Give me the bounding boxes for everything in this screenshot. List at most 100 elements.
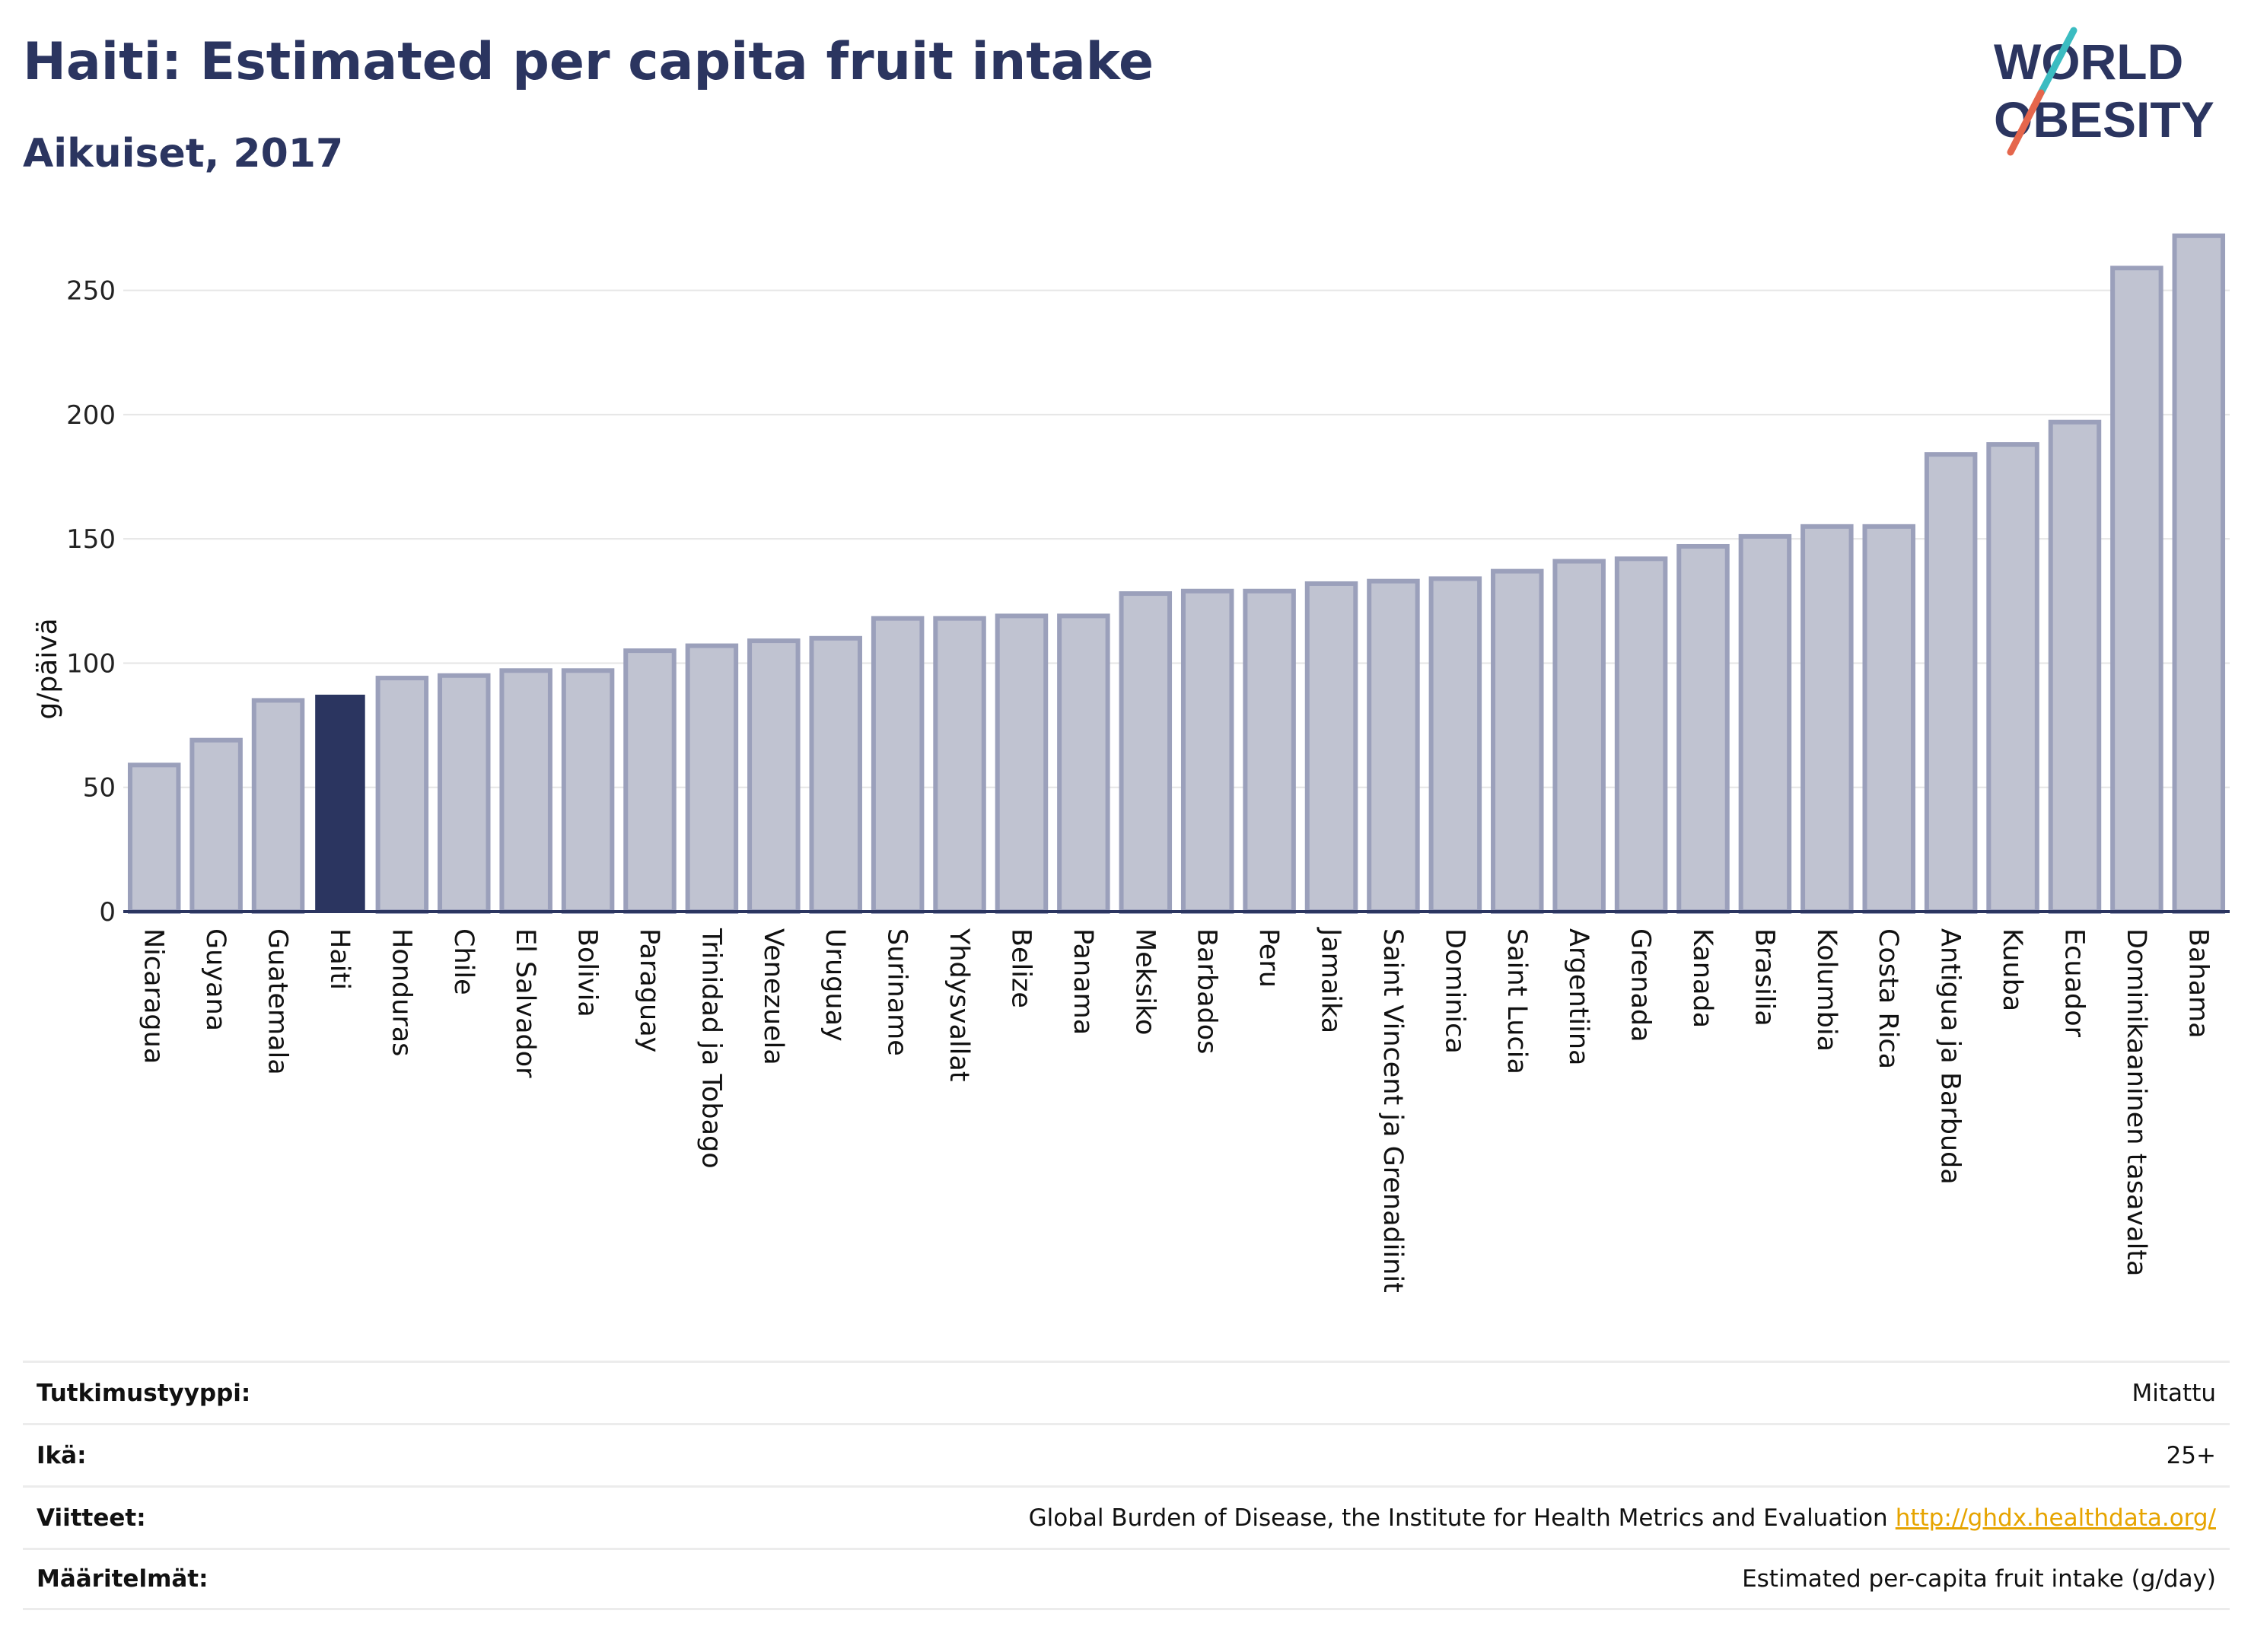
bar-uruguay (809, 635, 862, 914)
x-tick-label: Brasilia (1749, 928, 1779, 1027)
y-tick-label: 100 (66, 648, 116, 679)
x-tick-label: Suriname (882, 928, 912, 1056)
x-tick-label: Saint Lucia (1501, 928, 1532, 1074)
logo-slash-red (2007, 89, 2045, 156)
meta-value: Mitattu (2132, 1379, 2216, 1407)
x-tick-label: Paraguay (634, 928, 664, 1052)
meta-key: Määritelmät: (37, 1565, 209, 1593)
y-axis-label: g/päivä (32, 618, 63, 719)
bar-saint-vincent-ja-grenadiinit (1367, 578, 1420, 914)
bar-kanada (1676, 543, 1730, 915)
bar-bolivia (561, 668, 615, 914)
meta-value-wrap: Global Burden of Disease, the Institute … (1029, 1504, 2216, 1532)
logo-slash-teal (2037, 27, 2077, 97)
x-tick-label: Kanada (1687, 928, 1718, 1028)
x-tick-label: Guyana (200, 928, 231, 1031)
bar-dominica (1428, 576, 1482, 914)
x-tick-label: Ecuador (2058, 928, 2089, 1038)
y-tick-label: 150 (66, 524, 116, 555)
x-tick-label: Nicaragua (138, 928, 169, 1064)
bar-haiti (315, 694, 365, 912)
x-tick-label: Saint Vincent ja Grenadiinit (1377, 928, 1408, 1293)
x-tick-label: Meksiko (1129, 928, 1160, 1035)
x-tick-label: Grenada (1625, 928, 1656, 1042)
bar-costa-rica (1862, 524, 1915, 914)
x-tick-label: Bolivia (572, 928, 603, 1017)
bar-antigua-ja-barbuda (1924, 452, 1978, 914)
world-obesity-logo: WORLD OBESITY (1994, 27, 2214, 156)
bar-barbados (1180, 588, 1234, 914)
bar-peru (1243, 588, 1296, 914)
x-tick-label: Uruguay (820, 928, 850, 1042)
bar-chile (438, 673, 491, 914)
logo-line1: WORLD (1994, 33, 2183, 90)
bar-meksiko (1119, 591, 1173, 914)
x-tick-label: Venezuela (758, 928, 788, 1065)
bar-paraguay (623, 648, 677, 914)
y-axis-ticks: 0 50 100 150 200 250 (66, 276, 116, 928)
bar-bahama (2172, 233, 2226, 914)
bar-jamaika (1304, 581, 1358, 915)
x-tick-label: El Salvador (510, 928, 540, 1078)
x-tick-label: Belize (1005, 928, 1036, 1008)
x-tick-label: Dominica (1439, 928, 1469, 1054)
y-tick-label: 200 (66, 400, 116, 431)
x-tick-label: Panama (1068, 928, 1098, 1035)
x-tick-label: Barbados (1192, 928, 1222, 1054)
chart-subtitle: Aikuiset, 2017 (23, 131, 344, 177)
meta-value: Estimated per-capita fruit intake (g/day… (1742, 1565, 2216, 1593)
x-tick-label: Trinidad ja Tobago (696, 928, 726, 1169)
meta-row-age: Ikä: 25+ (23, 1423, 2230, 1485)
x-tick-label: Guatemala (263, 928, 293, 1075)
bar-kuuba (1986, 442, 2039, 914)
bar-guatemala (251, 698, 305, 914)
x-axis-labels: Nicaragua Guyana Guatemala Haiti Honduras Chi… (138, 927, 2214, 1293)
meta-key: Viitteet: (37, 1504, 146, 1532)
x-tick-label: Costa Rica (1873, 928, 1903, 1069)
meta-row-references: Viitteet: Global Burden of Disease, the … (23, 1485, 2230, 1548)
bar-ecuador (2048, 419, 2102, 914)
x-tick-label: Honduras (386, 928, 416, 1056)
bar-nicaragua (127, 762, 181, 915)
x-tick-label: Argentiina (1563, 928, 1594, 1065)
x-tick-label: Kolumbia (1811, 928, 1842, 1052)
bar-grenada (1614, 556, 1668, 915)
bar-dominikaaninen-tasavalta (2110, 266, 2163, 915)
bar-saint-lucia (1491, 568, 1544, 915)
y-tick-label: 0 (99, 897, 116, 928)
meta-row-study-type: Tutkimustyyppi: Mitattu (23, 1361, 2230, 1423)
bars (127, 233, 2226, 915)
meta-key: Tutkimustyyppi: (37, 1379, 251, 1407)
x-tick-label: Kuuba (1997, 928, 2027, 1011)
bar-brasilia (1738, 533, 1792, 915)
x-tick-label: Jamaika (1316, 927, 1346, 1033)
bar-el-salvador (499, 668, 552, 914)
bar-belize (995, 613, 1049, 914)
x-tick-label: Dominikaaninen tasavalta (2121, 928, 2151, 1276)
x-tick-label: Bahama (2183, 928, 2213, 1039)
bar-kolumbia (1800, 524, 1854, 914)
x-tick-label: Antigua ja Barbuda (1935, 928, 1966, 1185)
bar-venezuela (747, 638, 801, 914)
bar-chart: 0 50 100 150 200 250 Nicaragua Guyana Guatemala… (32, 233, 2230, 1293)
x-tick-label: Haiti (324, 928, 355, 990)
bar-argentiina (1552, 559, 1606, 914)
bar-honduras (375, 676, 429, 915)
meta-row-definitions: Määritelmät: Estimated per-capita fruit … (23, 1548, 2230, 1610)
source-link[interactable]: http://ghdx.healthdata.org/ (1895, 1504, 2216, 1532)
meta-key: Ikä: (37, 1441, 87, 1469)
metadata-table: Tutkimustyyppi: Mitattu Ikä: 25+ Viittee… (23, 1361, 2230, 1610)
y-tick-label: 250 (66, 276, 116, 307)
meta-value: Global Burden of Disease, the Institute … (1028, 1504, 1888, 1532)
chart-title: Haiti: Estimated per capita fruit intake (23, 32, 1154, 92)
bar-trinidad-ja-tobago (685, 643, 739, 914)
bar-suriname (871, 616, 925, 915)
meta-value: 25+ (2166, 1441, 2216, 1469)
bar-guyana (189, 737, 243, 915)
bar-panama (1057, 613, 1110, 914)
x-tick-label: Yhdysvallat (944, 928, 974, 1082)
y-tick-label: 50 (83, 773, 116, 804)
x-tick-label: Peru (1253, 928, 1284, 988)
x-tick-label: Chile (448, 928, 479, 995)
bar-yhdysvallat (933, 616, 986, 915)
